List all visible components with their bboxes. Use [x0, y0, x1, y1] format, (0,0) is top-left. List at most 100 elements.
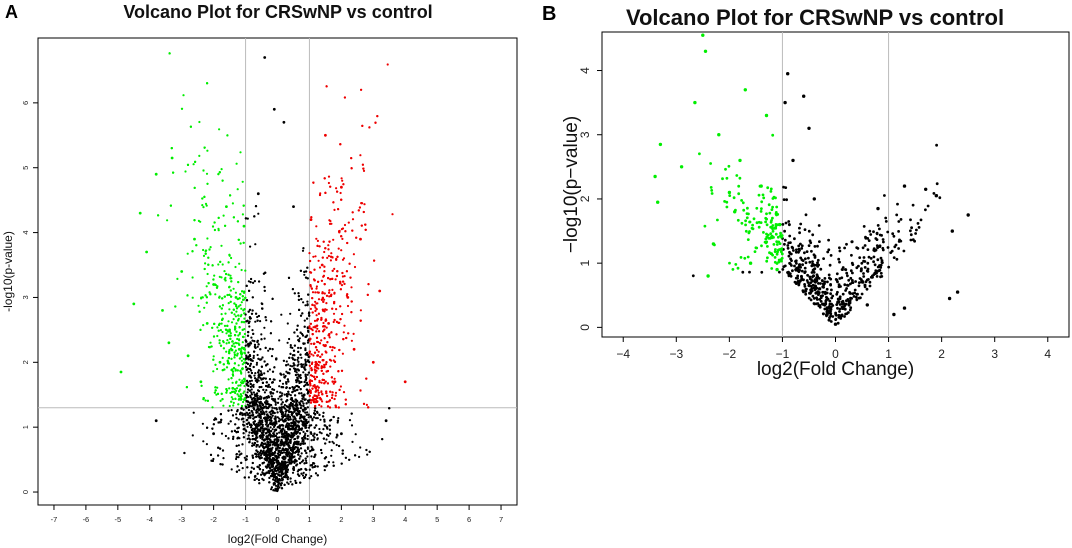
data-point [256, 408, 259, 411]
data-point [220, 418, 223, 421]
data-point [302, 439, 305, 442]
data-point [204, 399, 207, 402]
data-point [305, 451, 308, 455]
data-point [253, 280, 256, 283]
data-point [308, 399, 311, 402]
data-point [250, 336, 253, 339]
data-point [251, 384, 254, 387]
data-point [213, 274, 216, 277]
data-point [291, 365, 294, 368]
data-point [250, 312, 254, 315]
data-point [254, 320, 257, 323]
data-point [358, 206, 361, 209]
data-point [252, 422, 256, 425]
data-point [279, 440, 283, 443]
data-point [324, 247, 327, 250]
data-point [275, 472, 278, 475]
data-point [321, 291, 324, 294]
data-point [213, 228, 216, 232]
data-point [309, 337, 312, 340]
data-point [221, 304, 224, 307]
data-point [243, 397, 246, 400]
data-point [271, 472, 274, 475]
data-point [216, 392, 220, 395]
data-point [307, 416, 310, 419]
data-point [315, 417, 318, 420]
data-point [236, 369, 239, 372]
data-point [239, 293, 242, 296]
x-tick-label: 3 [371, 515, 375, 524]
data-point [270, 488, 273, 491]
data-point [306, 317, 309, 320]
data-point [261, 302, 264, 306]
data-point [303, 462, 306, 465]
data-point [201, 197, 204, 200]
data-point [273, 482, 276, 485]
data-point [329, 294, 333, 298]
data-point [253, 374, 256, 377]
data-point [323, 265, 326, 268]
data-point [346, 241, 349, 245]
data-point [235, 381, 238, 384]
data-point [315, 424, 318, 427]
data-point [306, 406, 309, 409]
data-point [241, 180, 244, 183]
data-point [287, 441, 290, 444]
data-point [211, 225, 215, 228]
data-point [201, 296, 204, 299]
data-point [212, 457, 215, 461]
data-point [327, 254, 330, 258]
data-point [280, 398, 283, 401]
data-point [291, 403, 294, 406]
data-point [245, 455, 248, 458]
data-point [227, 302, 230, 305]
data-point [241, 341, 244, 344]
data-point [277, 463, 280, 466]
data-point [294, 373, 297, 377]
data-point [320, 448, 323, 452]
data-point [270, 395, 273, 398]
data-point [318, 330, 321, 333]
data-point [258, 435, 261, 438]
data-point [311, 418, 314, 421]
data-point [234, 349, 237, 352]
data-point [288, 368, 292, 371]
data-point [304, 360, 307, 363]
data-point [282, 451, 285, 454]
data-point [328, 424, 331, 427]
data-point [251, 434, 254, 437]
data-point [218, 339, 221, 342]
data-point [327, 175, 331, 178]
data-point [310, 369, 313, 372]
data-point [238, 450, 241, 453]
data-point [297, 373, 300, 376]
y-tick-label: 4 [21, 230, 30, 234]
data-point [282, 405, 285, 408]
data-point [300, 468, 303, 471]
data-point [235, 389, 238, 392]
data-point [271, 370, 275, 373]
data-point [220, 392, 223, 395]
data-point [240, 301, 243, 304]
data-point [342, 257, 346, 260]
data-point [235, 330, 238, 333]
y-tick-label: 5 [21, 166, 30, 170]
data-point [305, 424, 308, 427]
data-point [222, 214, 225, 217]
x-axis-label: log2(Fold Change) [228, 532, 327, 546]
data-point [229, 332, 232, 335]
data-point [251, 339, 254, 342]
data-point [298, 417, 302, 420]
data-point [256, 405, 259, 408]
data-point [289, 480, 292, 483]
data-point [249, 281, 252, 284]
data-point [286, 448, 289, 451]
data-point [259, 397, 263, 400]
data-point [289, 344, 292, 347]
data-point [289, 435, 292, 438]
data-point [297, 356, 300, 359]
data-point [329, 419, 332, 422]
x-tick-label: -3 [178, 515, 185, 524]
data-point [191, 276, 194, 279]
data-point [280, 487, 284, 490]
